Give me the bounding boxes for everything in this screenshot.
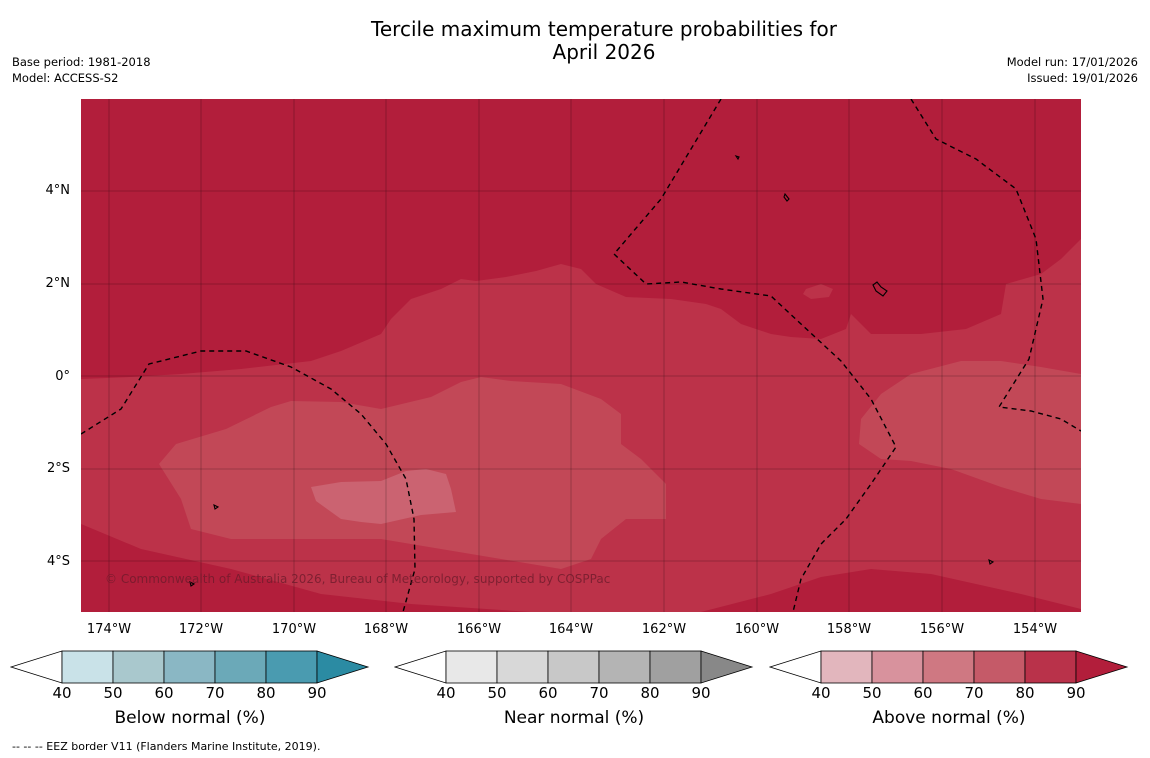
legend-below-cell-80-90 <box>265 650 318 684</box>
model-run: Model run: 17/01/2026 <box>1006 55 1138 69</box>
map-canvas <box>81 99 1081 612</box>
lon-label-154w: 154°W <box>1012 622 1058 637</box>
legend-near-tick-70: 70 <box>589 684 609 702</box>
legend-above-tick-70: 70 <box>964 684 984 702</box>
lon-label-158w: 158°W <box>826 622 872 637</box>
legend-near-tick-40: 40 <box>436 684 456 702</box>
title-line-2: April 2026 <box>552 40 656 64</box>
legend-below-cell-40-50 <box>61 650 114 684</box>
legend-below-arrow-left <box>10 650 63 684</box>
model-name: Model: ACCESS-S2 <box>12 71 119 85</box>
probability-map[interactable] <box>81 99 1081 612</box>
legend-near-cell-50-60 <box>496 650 549 684</box>
legend-near-title: Near normal (%) <box>503 708 645 728</box>
legend-below-arrow-right <box>316 650 370 684</box>
legend-below-tick-40: 40 <box>52 684 72 702</box>
lon-label-166w: 166°W <box>456 622 502 637</box>
lon-label-170w: 170°W <box>271 622 317 637</box>
legend-above-cell-60-70 <box>922 650 975 684</box>
legend-above-cell-80-90 <box>1024 650 1077 684</box>
region-above-70-80-islet <box>803 284 833 299</box>
legend-below-cell-70-80 <box>214 650 267 684</box>
legend-below-tick-80: 80 <box>256 684 276 702</box>
legend-above-arrow-left <box>769 650 822 684</box>
legend-near-arrow-left <box>394 650 447 684</box>
legend-near-tick-80: 80 <box>640 684 660 702</box>
legend-near-tick-50: 50 <box>487 684 507 702</box>
copyright-notice: © Commonwealth of Australia 2026, Bureau… <box>105 572 611 586</box>
legend-above-tick-80: 80 <box>1015 684 1035 702</box>
legend-above-tick-90: 90 <box>1066 684 1086 702</box>
legend-near-tick-60: 60 <box>538 684 558 702</box>
lon-label-162w: 162°W <box>641 622 687 637</box>
lat-label-2n: 2°N <box>45 276 71 291</box>
legend-below-normal-bar <box>10 650 370 684</box>
coastlines <box>189 154 995 587</box>
lat-label-0: 0° <box>55 369 70 384</box>
lat-label-4n: 4°N <box>45 183 71 198</box>
lon-label-168w: 168°W <box>363 622 409 637</box>
legend-above-tick-50: 50 <box>862 684 882 702</box>
legend-near-normal-bar <box>394 650 754 684</box>
legend-near-cell-40-50 <box>445 650 498 684</box>
meta-left: Base period: 1981-2018 Model: ACCESS-S2 <box>12 54 151 86</box>
eez-borders <box>81 99 1081 612</box>
lon-label-156w: 156°W <box>919 622 965 637</box>
legend-above-cell-50-60 <box>871 650 924 684</box>
legend-below-tick-90: 90 <box>307 684 327 702</box>
legend-above-tick-60: 60 <box>913 684 933 702</box>
legend-above-cell-40-50 <box>820 650 873 684</box>
lon-label-174w: 174°W <box>86 622 132 637</box>
legend-above-cell-70-80 <box>973 650 1026 684</box>
legend-below-cell-50-60 <box>112 650 165 684</box>
legend-above-normal-bar <box>769 650 1129 684</box>
region-above-60-70-east <box>859 361 1081 504</box>
legend-below-cell-60-70 <box>163 650 216 684</box>
region-above-50-60 <box>311 469 456 524</box>
legend-below-title: Below normal (%) <box>114 708 266 728</box>
map-title: Tercile maximum temperature probabilitie… <box>0 18 1150 64</box>
legend-near-cell-60-70 <box>547 650 600 684</box>
lon-label-172w: 172°W <box>178 622 224 637</box>
legend-near-cell-70-80 <box>598 650 651 684</box>
title-line-1: Tercile maximum temperature probabilitie… <box>371 17 837 41</box>
lon-label-160w: 160°W <box>734 622 780 637</box>
lon-label-164w: 164°W <box>548 622 594 637</box>
eez-footnote: -- -- -- EEZ border V11 (Flanders Marine… <box>12 740 321 753</box>
legend-near-arrow-right <box>700 650 754 684</box>
legend-below-tick-60: 60 <box>154 684 174 702</box>
lat-label-2s: 2°S <box>46 461 70 476</box>
legend-above-tick-40: 40 <box>811 684 831 702</box>
lat-label-4s: 4°S <box>46 554 70 569</box>
legend-above-title: Above normal (%) <box>872 708 1026 728</box>
legend-below-tick-50: 50 <box>103 684 123 702</box>
base-period: Base period: 1981-2018 <box>12 55 151 69</box>
graticule <box>81 99 1081 612</box>
legend-near-tick-90: 90 <box>691 684 711 702</box>
issued-date: Issued: 19/01/2026 <box>1027 71 1138 85</box>
legend-above-arrow-right <box>1075 650 1129 684</box>
meta-right: Model run: 17/01/2026 Issued: 19/01/2026 <box>1007 54 1138 86</box>
legend-near-cell-80-90 <box>649 650 702 684</box>
legend-below-tick-70: 70 <box>205 684 225 702</box>
